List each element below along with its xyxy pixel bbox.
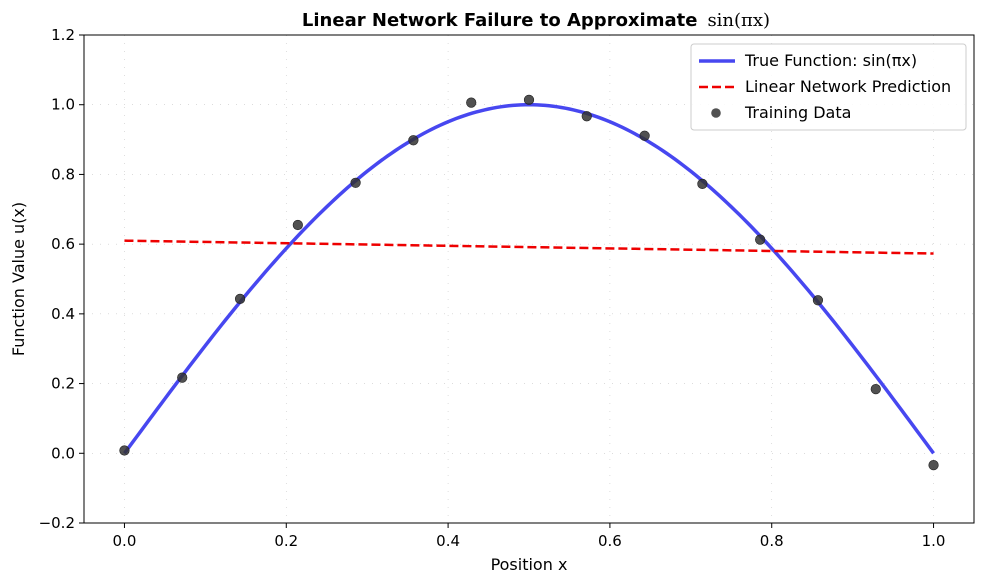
training-data-point	[812, 295, 824, 306]
chart-title-text: Linear Network Failure to Approximate	[302, 10, 698, 31]
y-tick-label: −0.2	[39, 514, 75, 532]
training-data-point	[234, 293, 246, 304]
y-tick-label: 1.2	[51, 26, 75, 44]
training-data-point	[177, 372, 188, 383]
training-data-point	[697, 178, 708, 189]
y-axis-label: Function Value u(x)	[9, 202, 28, 356]
y-tick-label: 0.6	[51, 235, 75, 253]
y-tick-label: 0.0	[51, 444, 75, 462]
linear-prediction-line	[124, 239, 934, 255]
true-function-line	[123, 102, 935, 455]
training-data-point	[523, 94, 535, 105]
x-axis-label: Position x	[491, 555, 568, 574]
training-data-point	[928, 460, 939, 471]
y-tick-label: 0.8	[51, 165, 75, 183]
legend-swatch-training-data	[711, 108, 721, 118]
training-data-point	[870, 384, 881, 395]
chart-title: Linear Network Failure to Approximate si…	[302, 10, 770, 31]
plot-frame	[83, 34, 975, 524]
legend-label-true-function: True Function: sin(πx)	[744, 51, 917, 70]
legend-label-linear-prediction: Linear Network Prediction	[745, 77, 951, 96]
x-tick-label: 0.4	[436, 532, 460, 550]
x-tick-label: 0.0	[113, 532, 137, 550]
x-tick-label: 0.6	[598, 532, 622, 550]
series-layer	[119, 94, 939, 471]
x-tick-label: 1.0	[922, 532, 946, 550]
legend: True Function: sin(πx) Linear Network Pr…	[690, 43, 967, 131]
legend-box	[690, 43, 967, 131]
training-data-point	[466, 97, 477, 108]
y-tick-label: 1.0	[51, 96, 75, 114]
x-tick-label: 0.2	[274, 532, 298, 550]
y-tick-label: 0.2	[51, 375, 75, 393]
training-data-point	[408, 135, 419, 146]
training-data-point	[119, 445, 130, 456]
training-data-point	[755, 234, 766, 245]
legend-label-training-data: Training Data	[744, 103, 851, 122]
y-tick-label: 0.4	[51, 305, 75, 323]
chart-title-math: sin(πx)	[707, 10, 770, 31]
training-data-point	[581, 111, 592, 122]
training-data-point	[292, 219, 303, 231]
training-data-point	[639, 130, 650, 141]
ticks-layer: 0.0 0.2 0.4 0.6 0.8 1.0 −0.2 0.0 0.2 0.4 0.6 0.8 1.0…	[39, 26, 946, 550]
x-tick-label: 0.8	[760, 532, 784, 550]
training-data-point	[350, 177, 361, 188]
